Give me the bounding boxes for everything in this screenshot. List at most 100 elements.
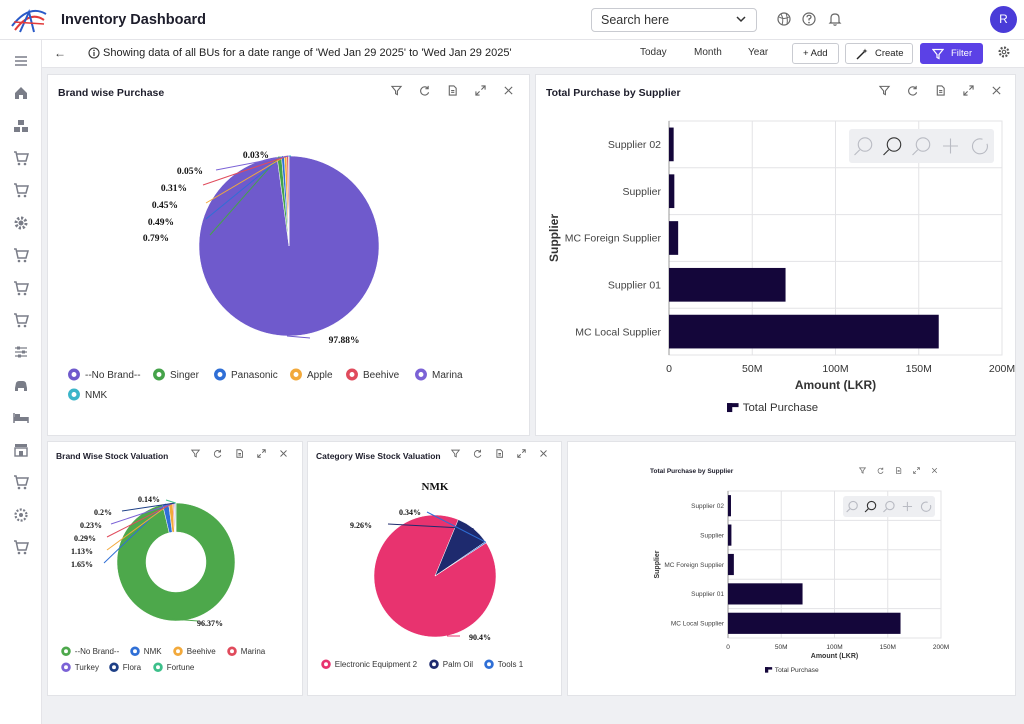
settings-cog-icon[interactable] bbox=[13, 507, 29, 523]
zoom-active-icon[interactable] bbox=[883, 137, 902, 156]
legend-item[interactable]: Apple bbox=[290, 368, 333, 381]
legend-item[interactable]: Total Purchase bbox=[727, 402, 818, 414]
legend-item[interactable]: Electronic Equipment 2 bbox=[321, 659, 418, 669]
gear-icon[interactable] bbox=[997, 45, 1011, 59]
refresh-icon[interactable] bbox=[473, 449, 482, 458]
add-button[interactable]: + Add bbox=[792, 43, 839, 64]
bed-icon[interactable] bbox=[13, 409, 29, 425]
cart-icon[interactable] bbox=[13, 539, 29, 555]
export-icon[interactable] bbox=[936, 85, 945, 96]
reset-zoom-icon[interactable] bbox=[920, 501, 932, 512]
legend-item[interactable]: Beehive bbox=[346, 368, 400, 381]
cart-icon[interactable] bbox=[13, 150, 29, 166]
sliders-icon[interactable] bbox=[13, 344, 29, 360]
bar[interactable] bbox=[669, 221, 679, 255]
filter-icon[interactable] bbox=[878, 85, 891, 96]
pan-icon[interactable] bbox=[943, 138, 958, 154]
export-icon[interactable] bbox=[236, 449, 243, 458]
bar[interactable] bbox=[728, 524, 732, 546]
legend-item[interactable]: --No Brand-- bbox=[61, 646, 120, 656]
refresh-icon[interactable] bbox=[908, 85, 918, 96]
cart-icon[interactable] bbox=[13, 182, 29, 198]
user-avatar[interactable]: R bbox=[990, 6, 1017, 33]
filter-icon[interactable] bbox=[450, 449, 461, 458]
legend-item[interactable]: Panasonic bbox=[214, 368, 278, 381]
export-icon[interactable] bbox=[896, 467, 902, 474]
bar[interactable] bbox=[669, 174, 675, 209]
cart-icon[interactable] bbox=[13, 280, 29, 296]
expand-icon[interactable] bbox=[963, 85, 974, 96]
magic-wand-icon bbox=[856, 48, 868, 60]
refresh-icon[interactable] bbox=[420, 85, 430, 96]
legend-item[interactable]: Fortune bbox=[153, 662, 195, 672]
car-icon[interactable] bbox=[13, 377, 29, 393]
bar[interactable] bbox=[669, 314, 939, 349]
expand-icon[interactable] bbox=[517, 449, 526, 458]
close-icon[interactable] bbox=[280, 450, 287, 457]
pie-slice[interactable] bbox=[116, 502, 236, 622]
export-icon[interactable] bbox=[448, 85, 457, 96]
export-icon-shape bbox=[896, 467, 902, 474]
legend-item[interactable]: Palm Oil bbox=[429, 659, 474, 669]
cart-icon[interactable] bbox=[13, 474, 29, 490]
cart-icon[interactable] bbox=[13, 312, 29, 328]
legend-item[interactable]: Flora bbox=[109, 662, 142, 672]
reset-zoom-icon[interactable] bbox=[971, 138, 988, 155]
legend-item[interactable]: Turkey bbox=[61, 662, 99, 672]
cart-icon[interactable] bbox=[13, 247, 29, 263]
bar[interactable] bbox=[669, 267, 786, 302]
export-icon-shape bbox=[496, 449, 503, 458]
legend-item[interactable]: --No Brand-- bbox=[68, 368, 141, 381]
range-year-button[interactable]: Year bbox=[748, 47, 769, 58]
home-icon[interactable] bbox=[13, 85, 29, 101]
filter-icon[interactable] bbox=[390, 85, 403, 96]
range-month-button[interactable]: Month bbox=[694, 47, 722, 58]
app-logo-icon[interactable] bbox=[10, 6, 48, 34]
close-icon-shape bbox=[540, 450, 547, 457]
store-icon[interactable] bbox=[13, 442, 29, 458]
refresh-icon[interactable] bbox=[213, 449, 222, 458]
bar[interactable] bbox=[728, 612, 901, 634]
legend-item[interactable]: Tools 1 bbox=[484, 659, 524, 669]
globe-icon[interactable] bbox=[776, 11, 792, 27]
zoom-active-icon[interactable] bbox=[864, 500, 877, 513]
close-icon[interactable] bbox=[540, 450, 547, 457]
close-icon[interactable] bbox=[504, 86, 513, 95]
expand-icon[interactable] bbox=[913, 467, 920, 474]
filter-icon[interactable] bbox=[858, 467, 867, 474]
bell-icon[interactable] bbox=[827, 11, 843, 27]
bar[interactable] bbox=[728, 495, 731, 517]
zoom-out-icon[interactable] bbox=[912, 137, 931, 156]
legend-item[interactable]: NMK bbox=[68, 388, 108, 401]
filter-icon[interactable] bbox=[190, 449, 201, 458]
search-dropdown[interactable]: Search here bbox=[591, 8, 757, 32]
close-icon[interactable] bbox=[992, 86, 1001, 95]
expand-icon[interactable] bbox=[257, 449, 266, 458]
bar[interactable] bbox=[728, 553, 734, 576]
close-icon[interactable] bbox=[931, 467, 938, 474]
gear-icon[interactable] bbox=[13, 215, 29, 231]
expand-icon[interactable] bbox=[475, 85, 486, 96]
legend-item[interactable]: Beehive bbox=[173, 646, 217, 656]
zoom-in-icon[interactable] bbox=[846, 500, 858, 513]
bar[interactable] bbox=[669, 127, 674, 162]
menu-icon[interactable] bbox=[13, 53, 29, 69]
range-today-button[interactable]: Today bbox=[640, 47, 667, 58]
bar[interactable] bbox=[728, 583, 803, 605]
help-icon[interactable] bbox=[801, 11, 817, 27]
zoom-out-icon[interactable] bbox=[883, 500, 895, 513]
legend-item[interactable]: Marina bbox=[415, 368, 463, 381]
create-button[interactable]: Create bbox=[845, 43, 913, 64]
refresh-icon[interactable] bbox=[877, 467, 884, 474]
pie-slice[interactable] bbox=[175, 502, 177, 533]
legend-item[interactable]: Total Purchase bbox=[765, 667, 819, 674]
legend-item[interactable]: NMK bbox=[130, 646, 163, 656]
legend-item[interactable]: Singer bbox=[153, 368, 200, 381]
export-icon[interactable] bbox=[496, 449, 503, 458]
boxes-icon[interactable] bbox=[13, 118, 29, 134]
legend-item[interactable]: Marina bbox=[227, 646, 266, 656]
pan-icon[interactable] bbox=[902, 501, 913, 512]
back-arrow-icon[interactable]: ← bbox=[54, 46, 66, 60]
zoom-in-icon[interactable] bbox=[854, 137, 873, 156]
filter-button[interactable]: Filter bbox=[920, 43, 983, 64]
